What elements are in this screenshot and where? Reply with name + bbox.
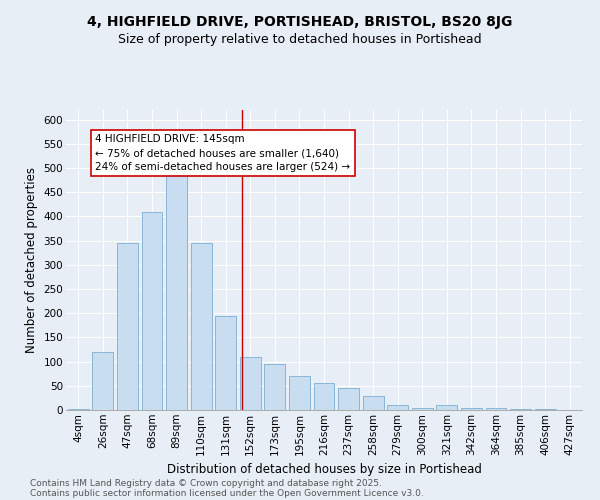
- Bar: [215, 316, 236, 410]
- Text: 4 HIGHFIELD DRIVE: 145sqm
← 75% of detached houses are smaller (1,640)
24% of se: 4 HIGHFIELD DRIVE: 145sqm ← 75% of detac…: [95, 134, 350, 172]
- Bar: [485, 408, 506, 410]
- Bar: [117, 243, 138, 410]
- Bar: [387, 405, 408, 410]
- Bar: [362, 396, 383, 410]
- Bar: [314, 384, 334, 410]
- Bar: [461, 408, 482, 410]
- Bar: [240, 357, 261, 410]
- Bar: [412, 408, 433, 410]
- Bar: [510, 409, 531, 410]
- Text: Contains HM Land Registry data © Crown copyright and database right 2025.: Contains HM Land Registry data © Crown c…: [30, 478, 382, 488]
- Text: Size of property relative to detached houses in Portishead: Size of property relative to detached ho…: [118, 32, 482, 46]
- Bar: [535, 409, 556, 410]
- Text: Contains public sector information licensed under the Open Government Licence v3: Contains public sector information licen…: [30, 488, 424, 498]
- Bar: [166, 163, 187, 410]
- Text: 4, HIGHFIELD DRIVE, PORTISHEAD, BRISTOL, BS20 8JG: 4, HIGHFIELD DRIVE, PORTISHEAD, BRISTOL,…: [88, 15, 512, 29]
- Bar: [338, 388, 359, 410]
- Bar: [92, 352, 113, 410]
- Y-axis label: Number of detached properties: Number of detached properties: [25, 167, 38, 353]
- Bar: [191, 243, 212, 410]
- Bar: [289, 376, 310, 410]
- X-axis label: Distribution of detached houses by size in Portishead: Distribution of detached houses by size …: [167, 463, 481, 476]
- Bar: [436, 405, 457, 410]
- Bar: [142, 212, 163, 410]
- Bar: [68, 408, 89, 410]
- Bar: [265, 364, 286, 410]
